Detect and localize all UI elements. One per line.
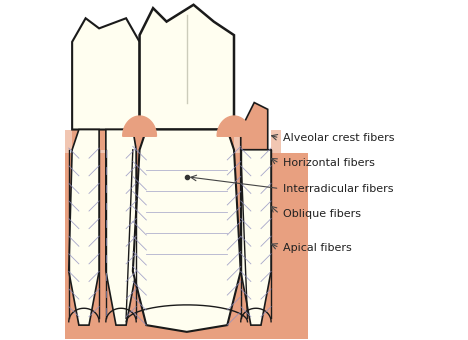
Polygon shape [123,116,156,136]
Text: Horizontal fibers: Horizontal fibers [283,158,375,168]
Polygon shape [241,150,271,325]
Text: Apical fibers: Apical fibers [283,242,351,253]
Polygon shape [72,119,139,150]
FancyBboxPatch shape [66,1,308,153]
Text: Oblique fibers: Oblique fibers [283,209,361,219]
Text: Interradicular fibers: Interradicular fibers [283,184,394,193]
Polygon shape [217,116,251,136]
Polygon shape [139,119,234,150]
Polygon shape [69,130,99,325]
Polygon shape [241,103,268,150]
Polygon shape [133,130,241,332]
Text: Alveolar crest fibers: Alveolar crest fibers [283,133,395,143]
Polygon shape [106,130,136,325]
Polygon shape [139,5,234,130]
Polygon shape [234,130,281,325]
FancyBboxPatch shape [66,96,308,339]
Polygon shape [66,130,139,325]
Polygon shape [72,18,139,130]
